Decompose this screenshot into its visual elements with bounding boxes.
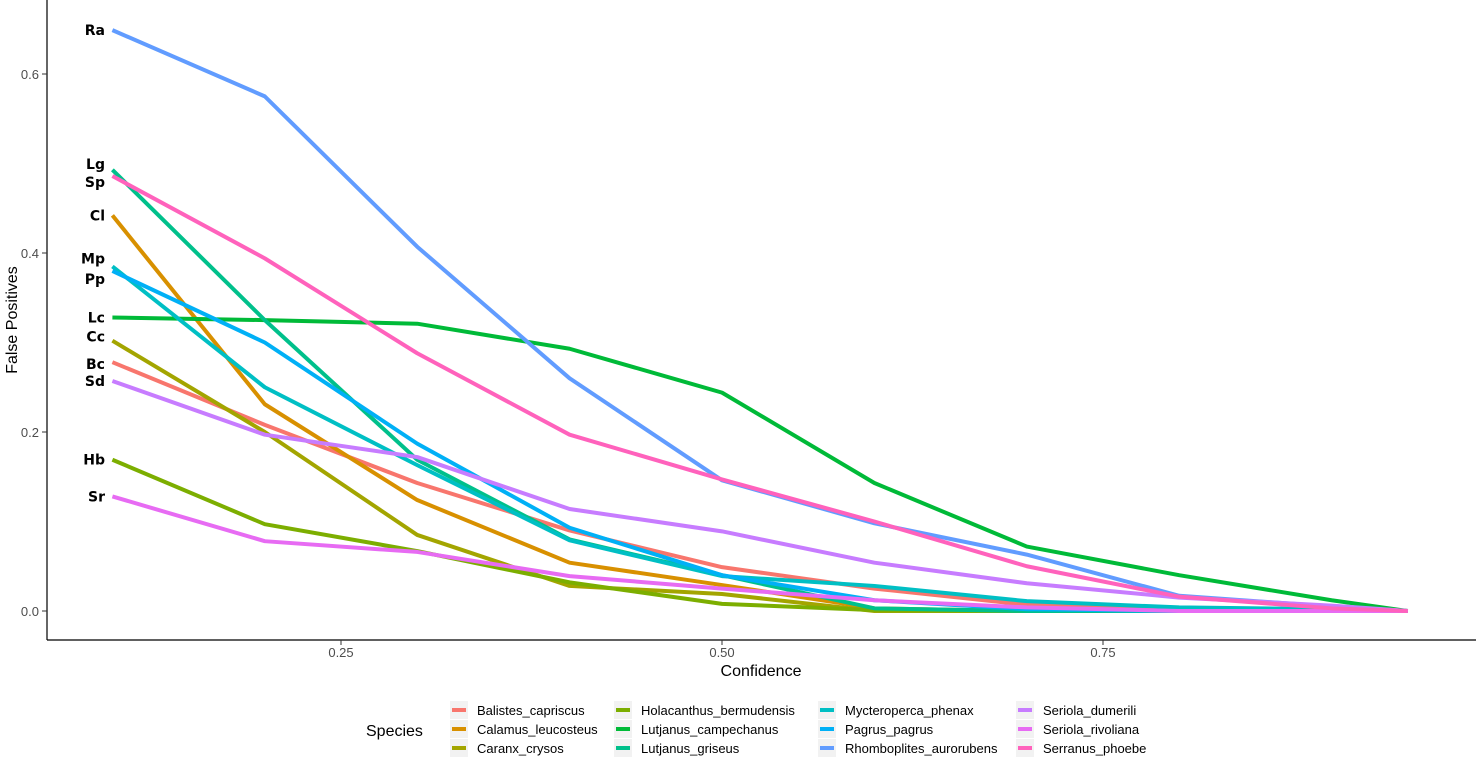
series-line-mp	[111, 264, 1408, 613]
legend-label: Rhomboplites_aurorubens	[845, 741, 998, 756]
series-label-lc: Lc	[88, 310, 105, 326]
legend-item: Caranx_crysos	[450, 739, 564, 757]
series-lines	[110, 28, 1409, 613]
series-line-sr	[111, 494, 1408, 613]
series-label-lg: Lg	[86, 157, 105, 173]
legend-item: Seriola_dumerili	[1016, 701, 1136, 719]
series-label-sp: Sp	[85, 175, 105, 191]
series-label-mp: Mp	[81, 251, 105, 267]
series-line-cc	[111, 338, 1408, 613]
legend-label: Seriola_rivoliana	[1043, 722, 1140, 737]
series-label-bc: Bc	[86, 357, 105, 373]
legend-item: Calamus_leucosteus	[450, 720, 598, 738]
legend-label: Calamus_leucosteus	[477, 722, 598, 737]
legend-item: Rhomboplites_aurorubens	[818, 739, 998, 757]
y-axis-title: False Positives	[4, 266, 21, 374]
series-label-sr: Sr	[88, 489, 105, 505]
legend: Balistes_capriscus Calamus_leucosteus Cara…	[450, 701, 1146, 757]
x-tick-label: 0.75	[1090, 645, 1115, 660]
y-ticks: 0.0 0.2 0.4 0.6	[21, 67, 47, 619]
x-ticks: 0.25 0.50 0.75	[328, 640, 1116, 660]
legend-label: Mycteroperca_phenax	[845, 703, 974, 718]
series-line-bc	[111, 360, 1408, 613]
legend-item: Pagrus_pagrus	[818, 720, 934, 738]
legend-item: Mycteroperca_phenax	[818, 701, 974, 719]
y-tick-label: 0.4	[21, 246, 39, 261]
x-axis-title: Confidence	[721, 663, 802, 680]
legend-label: Serranus_phoebe	[1043, 741, 1146, 756]
x-tick-label: 0.50	[709, 645, 734, 660]
series-label-hb: Hb	[83, 453, 105, 469]
series-label-ra: Ra	[85, 23, 105, 39]
y-tick-label: 0.6	[21, 67, 39, 82]
legend-item: Seriola_rivoliana	[1016, 720, 1140, 738]
series-label-cc: Cc	[86, 330, 105, 346]
series-line-lc	[112, 315, 1409, 613]
legend-item: Balistes_capriscus	[450, 701, 585, 719]
legend-label: Seriola_dumerili	[1043, 703, 1136, 718]
series-end-labels: Bc Cl Cc Hb Lc Lg Mp Pp Ra Sd Sr Sp	[81, 23, 105, 505]
x-tick-label: 0.25	[328, 645, 353, 660]
series-label-sd: Sd	[85, 374, 105, 390]
y-tick-label: 0.2	[21, 425, 39, 440]
legend-title: Species	[366, 723, 423, 740]
series-label-pp: Pp	[85, 272, 105, 288]
series-line-sp	[111, 174, 1408, 613]
legend-item: Lutjanus_campechanus	[614, 720, 779, 738]
series-label-cl: Cl	[90, 208, 105, 224]
legend-label: Balistes_capriscus	[477, 703, 585, 718]
legend-label: Holacanthus_bermudensis	[641, 703, 795, 718]
legend-label: Pagrus_pagrus	[845, 722, 934, 737]
legend-item: Lutjanus_griseus	[614, 739, 740, 757]
legend-item: Serranus_phoebe	[1016, 739, 1146, 757]
y-tick-label: 0.0	[21, 604, 39, 619]
legend-item: Holacanthus_bermudensis	[614, 701, 795, 719]
series-line-hb	[111, 457, 1408, 613]
legend-label: Lutjanus_campechanus	[641, 722, 779, 737]
legend-label: Caranx_crysos	[477, 741, 564, 756]
legend-label: Lutjanus_griseus	[641, 741, 740, 756]
